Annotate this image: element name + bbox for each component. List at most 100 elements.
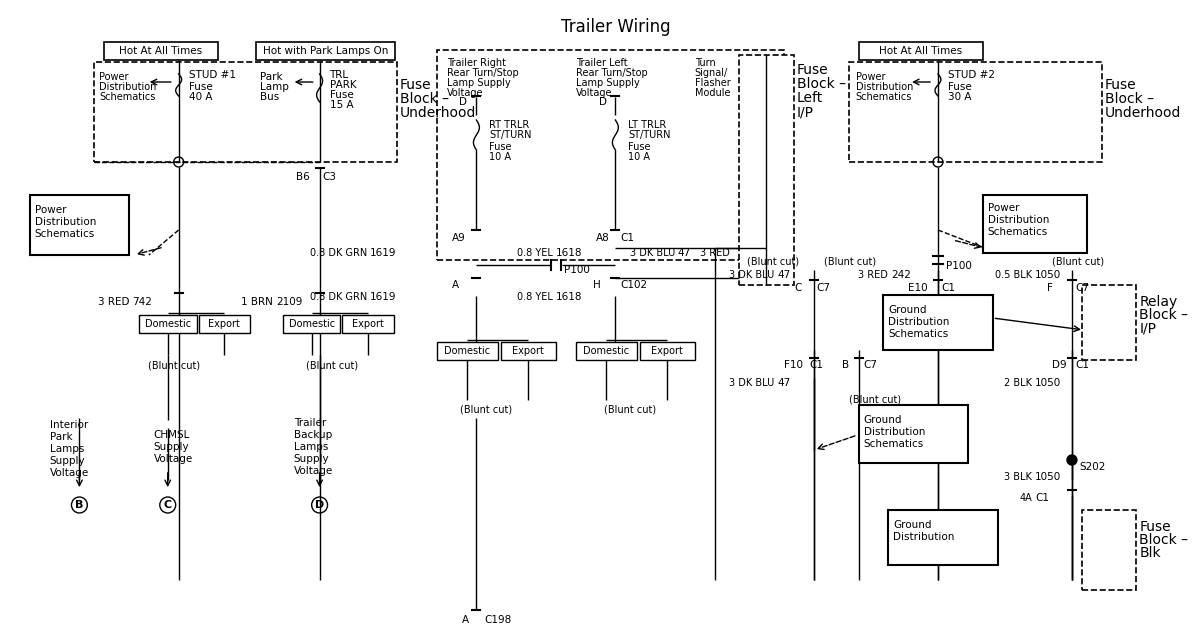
Text: 0.5 BLK: 0.5 BLK: [995, 270, 1032, 280]
Text: Underhood: Underhood: [1105, 106, 1181, 120]
Text: C3: C3: [323, 172, 336, 182]
Text: (Blunt cut): (Blunt cut): [1052, 257, 1104, 267]
Text: Underhood: Underhood: [400, 106, 476, 120]
Text: Domestic: Domestic: [288, 319, 335, 329]
Text: Block –: Block –: [797, 77, 846, 91]
Text: Distribution: Distribution: [35, 217, 96, 227]
Text: 1619: 1619: [371, 292, 397, 302]
Text: Hot At All Times: Hot At All Times: [119, 46, 203, 56]
Text: Fuse: Fuse: [1105, 78, 1136, 92]
Text: Distribution: Distribution: [856, 82, 913, 92]
Text: 15 A: 15 A: [330, 100, 353, 110]
Bar: [983, 195, 1087, 253]
Text: Voltage: Voltage: [154, 454, 193, 464]
Text: Power: Power: [35, 205, 66, 215]
Text: CHMSL: CHMSL: [154, 430, 191, 440]
Text: Voltage: Voltage: [576, 88, 612, 98]
Text: RT TRLR: RT TRLR: [490, 120, 529, 130]
Text: A9: A9: [451, 233, 466, 243]
Text: Block –: Block –: [1140, 308, 1188, 322]
Text: D: D: [458, 97, 467, 107]
Text: (Blunt cut): (Blunt cut): [461, 405, 512, 415]
Text: STUD #2: STUD #2: [948, 70, 995, 80]
Bar: [1082, 285, 1136, 360]
Bar: [437, 342, 498, 360]
Bar: [30, 195, 130, 255]
Text: 0.8 YEL: 0.8 YEL: [517, 292, 553, 302]
Bar: [437, 50, 784, 260]
Text: A: A: [462, 615, 469, 625]
Text: B6: B6: [295, 172, 310, 182]
Text: Fuse: Fuse: [1140, 520, 1171, 534]
Text: Supply: Supply: [154, 442, 190, 452]
Text: Domestic: Domestic: [145, 319, 191, 329]
Text: D: D: [599, 97, 606, 107]
Text: Fuse: Fuse: [330, 90, 353, 100]
Text: Block –: Block –: [1105, 92, 1153, 106]
Bar: [576, 342, 637, 360]
Text: Schematics: Schematics: [888, 329, 948, 339]
Bar: [888, 510, 997, 565]
Bar: [104, 42, 218, 60]
Bar: [640, 342, 695, 360]
Text: D9: D9: [1052, 360, 1067, 370]
Text: Supply: Supply: [49, 456, 85, 466]
Text: 2 BLK: 2 BLK: [1004, 378, 1032, 388]
Bar: [95, 62, 397, 162]
Text: Trailer: Trailer: [294, 418, 326, 428]
Text: Rear Turn/Stop: Rear Turn/Stop: [446, 68, 518, 78]
Bar: [256, 42, 395, 60]
Text: Export: Export: [353, 319, 384, 329]
Text: Voltage: Voltage: [294, 466, 334, 476]
Text: STUD #1: STUD #1: [188, 70, 235, 80]
Text: Flasher: Flasher: [695, 78, 731, 88]
Text: Domestic: Domestic: [583, 346, 630, 356]
Text: Schematics: Schematics: [35, 229, 95, 239]
Bar: [198, 315, 250, 333]
Text: Distribution: Distribution: [864, 427, 925, 437]
Text: Fuse: Fuse: [797, 63, 829, 77]
Text: Trailer Left: Trailer Left: [576, 58, 628, 68]
Text: A: A: [451, 280, 458, 290]
Text: C7: C7: [1075, 283, 1088, 293]
Text: Fuse: Fuse: [948, 82, 972, 92]
Text: Lamp Supply: Lamp Supply: [446, 78, 510, 88]
Text: 1618: 1618: [556, 248, 582, 258]
Text: Park: Park: [49, 432, 72, 442]
Text: Ground: Ground: [888, 305, 926, 315]
Text: Lamp: Lamp: [260, 82, 289, 92]
Text: Ground: Ground: [864, 415, 902, 425]
Text: 1618: 1618: [556, 292, 582, 302]
Text: Block –: Block –: [1140, 533, 1188, 547]
Text: 4A: 4A: [1020, 493, 1032, 503]
Bar: [848, 62, 1102, 162]
Text: C102: C102: [620, 280, 648, 290]
Text: Block –: Block –: [400, 92, 449, 106]
Text: Supply: Supply: [294, 454, 330, 464]
Bar: [283, 315, 341, 333]
Text: Fuse: Fuse: [490, 142, 512, 152]
Text: Trailer Wiring: Trailer Wiring: [560, 18, 670, 36]
Text: 1 BRN: 1 BRN: [241, 297, 272, 307]
Text: Relay: Relay: [1140, 295, 1177, 309]
Text: (Blunt cut): (Blunt cut): [824, 257, 876, 267]
Text: Voltage: Voltage: [446, 88, 484, 98]
Text: Distribution: Distribution: [988, 215, 1049, 225]
Text: Export: Export: [512, 346, 544, 356]
Text: 10 A: 10 A: [629, 152, 650, 162]
Bar: [1082, 510, 1136, 590]
Text: Ground: Ground: [893, 520, 931, 530]
Text: 3 DK BLU: 3 DK BLU: [728, 270, 774, 280]
Text: B: B: [841, 360, 848, 370]
Text: Power: Power: [100, 72, 128, 82]
Text: Power: Power: [988, 203, 1019, 213]
Text: Voltage: Voltage: [49, 468, 89, 478]
Text: (Blunt cut): (Blunt cut): [748, 257, 799, 267]
Text: 242: 242: [892, 270, 911, 280]
Text: 2109: 2109: [276, 297, 302, 307]
Text: D: D: [314, 500, 324, 510]
Text: Power: Power: [856, 72, 886, 82]
Text: Schematics: Schematics: [988, 227, 1048, 237]
Text: 0.8 DK GRN: 0.8 DK GRN: [310, 248, 367, 258]
Text: C7: C7: [817, 283, 830, 293]
